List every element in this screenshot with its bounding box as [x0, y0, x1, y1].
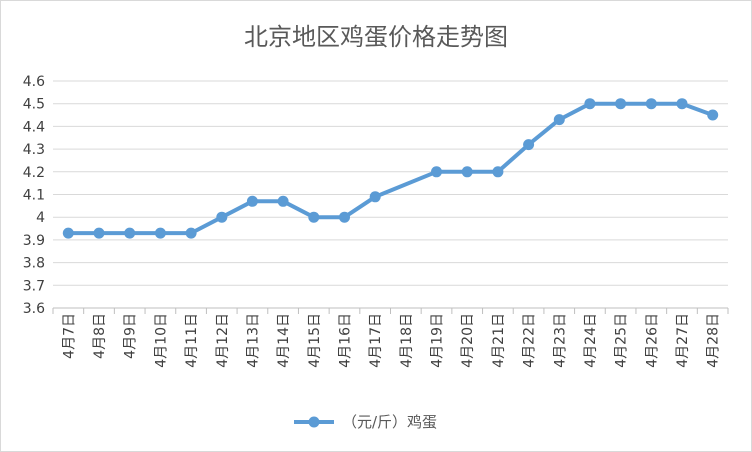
y-tick-label: 4.6	[23, 74, 45, 90]
x-tick-label: 4月23日	[552, 313, 568, 368]
y-tick-label: 3.6	[23, 301, 45, 317]
x-tick-label: 4月13日	[245, 313, 261, 368]
legend: （元/斤）鸡蛋	[294, 413, 437, 431]
x-tick-label: 4月27日	[675, 313, 691, 368]
data-point	[124, 227, 136, 239]
x-tick-label: 4月21日	[491, 313, 507, 368]
legend-dot-marker	[308, 416, 320, 428]
x-tick-label: 4月20日	[460, 313, 476, 368]
x-tick-label: 4月7日	[61, 313, 77, 359]
data-point	[246, 195, 258, 207]
series-line	[66, 101, 715, 236]
y-tick-labels: 3.6 3.7 3.8 3.9 4 4.1 4.2 4.3 4.4 4.5 4.6	[23, 74, 45, 317]
x-tick-label: 4月16日	[337, 313, 353, 368]
y-tick-label: 4.3	[23, 142, 45, 158]
data-point	[461, 166, 473, 178]
x-tick-label: 4月18日	[399, 313, 415, 368]
x-tick-label: 4月28日	[706, 313, 722, 368]
y-tick-label: 4	[36, 210, 45, 226]
x-tick-label: 4月10日	[153, 313, 169, 368]
x-tick-label: 4月17日	[368, 313, 384, 368]
x-tick-label: 4月26日	[644, 313, 660, 368]
data-point	[523, 139, 535, 151]
data-point	[615, 98, 627, 110]
y-tick-label: 3.8	[23, 256, 45, 272]
axes	[52, 307, 729, 314]
y-tick-label: 4.1	[23, 188, 45, 204]
y-tick-label: 4.5	[23, 97, 45, 113]
y-tick-label: 4.4	[23, 119, 45, 135]
x-tick-label: 4月9日	[123, 313, 139, 359]
data-point	[369, 191, 381, 203]
x-tick-label: 4月22日	[522, 313, 538, 368]
y-tick-label: 3.9	[23, 233, 45, 249]
x-tick-label: 4月25日	[614, 313, 630, 368]
x-tick-labels: 4月7日 4月8日 4月9日 4月10日 4月11日 4月12日 4月13日 4月14日 4月1…	[61, 313, 721, 368]
data-point	[492, 166, 504, 178]
x-tick-label: 4月14日	[276, 313, 292, 368]
data-point	[308, 211, 320, 223]
grid-lines	[53, 80, 728, 286]
y-tick-label: 4.2	[23, 165, 45, 181]
x-tick-label: 4月19日	[430, 313, 446, 368]
x-tick-label: 4月8日	[92, 313, 108, 359]
x-tick-label: 4月11日	[184, 313, 200, 368]
data-point	[216, 211, 228, 223]
data-point	[645, 98, 657, 110]
data-point	[62, 227, 74, 239]
x-tick-label: 4月12日	[215, 313, 231, 368]
x-tick-label: 4月24日	[583, 313, 599, 368]
legend-label: （元/斤）鸡蛋	[342, 413, 437, 431]
data-point	[277, 195, 289, 207]
data-point	[93, 227, 105, 239]
y-tick-label: 3.7	[23, 278, 45, 294]
data-point	[339, 211, 350, 223]
data-point	[584, 98, 596, 110]
chart-title: 北京地区鸡蛋价格走势图	[244, 23, 508, 51]
data-point	[154, 227, 166, 239]
data-point	[431, 166, 442, 178]
x-tick-label: 4月15日	[307, 313, 323, 368]
data-point	[185, 227, 197, 239]
data-point	[676, 98, 688, 110]
data-point	[553, 114, 565, 126]
data-point	[707, 109, 719, 121]
series-layer	[62, 98, 719, 239]
